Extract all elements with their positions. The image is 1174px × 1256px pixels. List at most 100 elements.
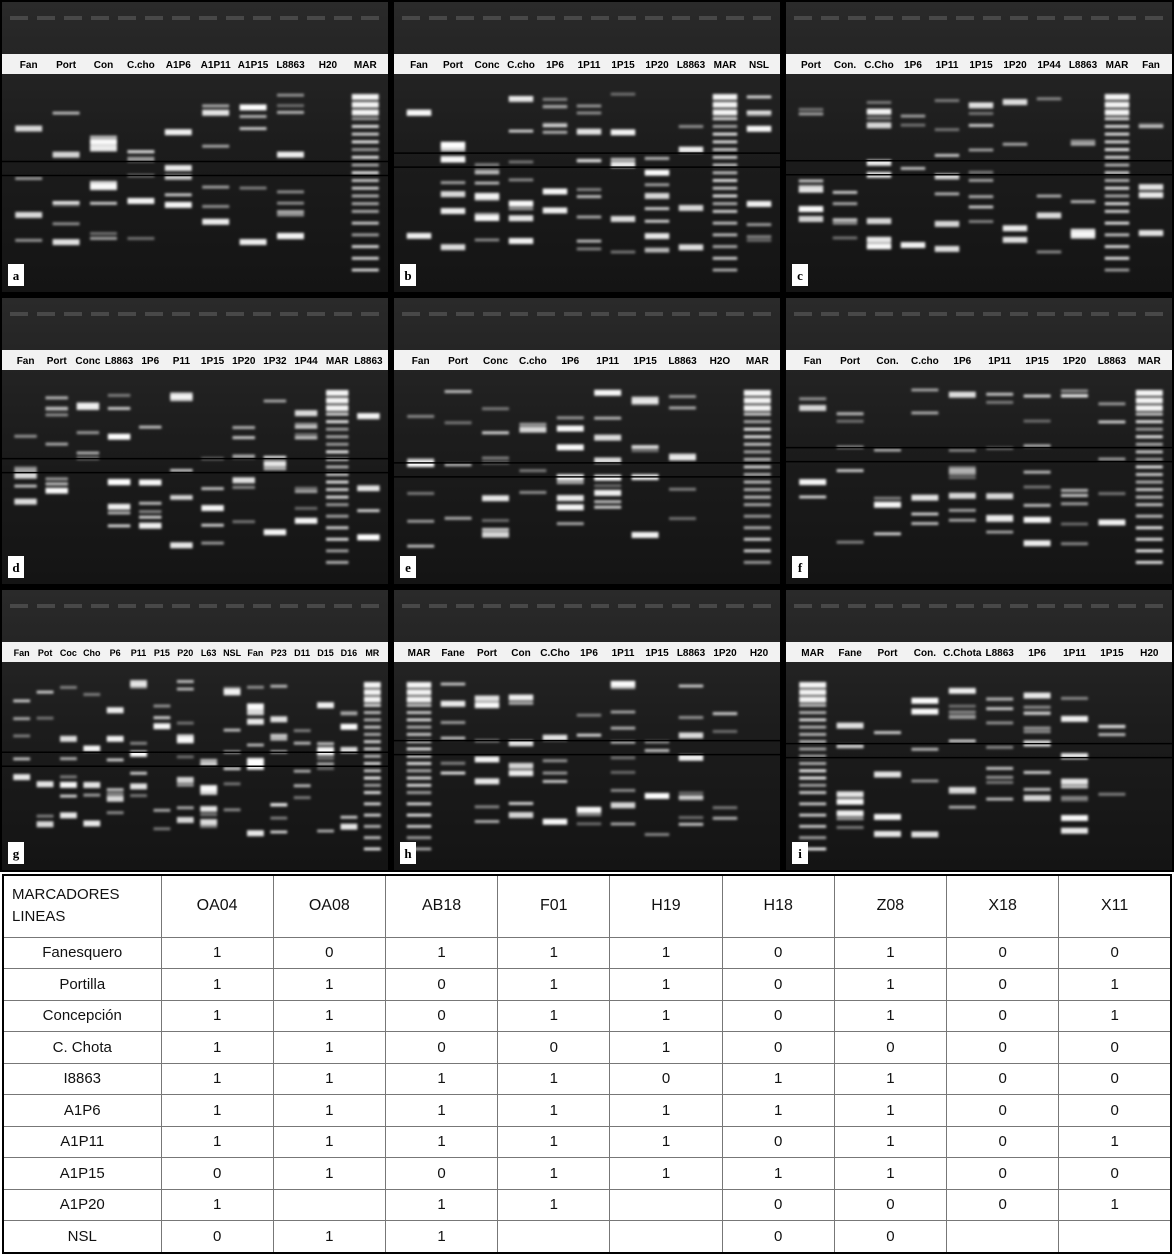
band — [833, 202, 857, 205]
band — [969, 148, 993, 151]
table-cell: 1 — [610, 969, 722, 1001]
table-cell: 1 — [610, 1000, 722, 1032]
band — [364, 769, 381, 772]
band — [986, 776, 1013, 779]
band — [247, 709, 264, 715]
well — [929, 312, 947, 316]
band — [949, 509, 976, 512]
band — [744, 488, 771, 491]
band — [364, 847, 381, 850]
band — [986, 781, 1013, 784]
band — [83, 794, 100, 797]
well — [253, 604, 271, 608]
lane-label: L8863 — [677, 60, 706, 71]
band — [713, 210, 737, 213]
band — [364, 777, 381, 780]
band — [611, 789, 635, 792]
band — [1136, 398, 1163, 404]
table-cell: 1 — [610, 1095, 722, 1127]
band — [295, 436, 317, 439]
table-cell: 1 — [498, 1158, 610, 1190]
well — [1064, 16, 1082, 20]
band — [1136, 515, 1163, 518]
band — [1136, 428, 1163, 431]
band — [407, 704, 431, 707]
band — [1061, 798, 1088, 801]
band — [509, 215, 533, 221]
lane-label: Fane — [441, 648, 465, 659]
band — [611, 822, 635, 825]
band — [139, 510, 161, 513]
well — [64, 312, 82, 316]
band — [352, 148, 379, 151]
band — [1105, 109, 1129, 115]
table-cell: 1 — [1059, 1189, 1171, 1221]
band — [352, 233, 379, 236]
well — [510, 604, 528, 608]
band — [107, 736, 124, 742]
panel-letter: h — [404, 846, 412, 861]
band — [557, 504, 584, 510]
band — [713, 148, 737, 151]
lane-label: MAR — [1138, 356, 1162, 367]
table-cell: 1 — [610, 1126, 722, 1158]
band — [294, 796, 311, 799]
band — [60, 775, 77, 778]
band — [1105, 222, 1129, 225]
band — [1136, 420, 1163, 423]
band — [1136, 538, 1163, 541]
table-cell: 0 — [610, 1063, 722, 1095]
band — [107, 758, 124, 761]
lane-label: Fan — [17, 356, 35, 367]
band — [744, 481, 771, 484]
band — [277, 233, 304, 236]
band — [799, 769, 826, 772]
lane-label: MAR — [326, 356, 350, 367]
band — [645, 170, 669, 176]
band — [632, 449, 659, 452]
well — [280, 16, 298, 20]
panel-letter: d — [12, 560, 20, 575]
table-cell: 1 — [610, 1032, 722, 1064]
band — [867, 109, 891, 115]
column-header: H18 — [722, 875, 834, 937]
band — [1024, 730, 1051, 733]
band — [15, 212, 42, 218]
well — [483, 312, 501, 316]
band — [799, 108, 823, 111]
well — [199, 16, 217, 20]
table-row: I8863111101100 — [3, 1063, 1171, 1095]
band — [1024, 395, 1051, 398]
well — [645, 604, 663, 608]
band — [799, 777, 826, 780]
gel-background — [2, 298, 388, 584]
lane-label: MAR — [354, 60, 378, 71]
band — [1024, 504, 1051, 507]
band — [1105, 210, 1129, 213]
band — [317, 757, 334, 760]
band — [1136, 435, 1163, 438]
lane-label: P6 — [110, 648, 121, 658]
well — [672, 16, 690, 20]
band — [240, 115, 267, 118]
band — [1024, 517, 1051, 523]
band — [799, 689, 826, 695]
band — [224, 782, 241, 785]
band — [577, 822, 601, 825]
row-header: C. Chota — [3, 1032, 161, 1064]
band — [911, 522, 938, 525]
band — [1037, 212, 1061, 218]
band — [407, 825, 431, 828]
lane-label: L8863 — [986, 648, 1015, 659]
band — [295, 433, 317, 436]
band — [364, 733, 381, 736]
band — [445, 421, 472, 424]
band — [364, 726, 381, 729]
band — [441, 142, 465, 148]
band — [139, 523, 161, 529]
band — [577, 188, 601, 191]
band — [519, 469, 546, 472]
band — [1105, 148, 1129, 151]
table-cell: 1 — [273, 1095, 385, 1127]
band — [577, 240, 601, 243]
